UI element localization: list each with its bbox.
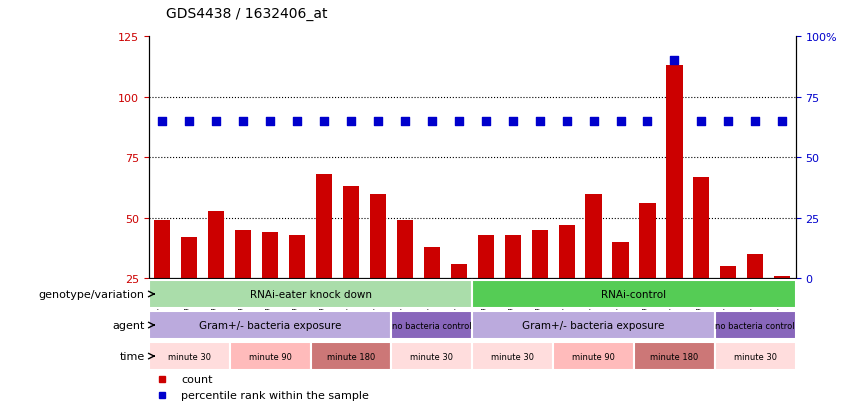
Point [694, 119, 708, 125]
Point [505, 119, 519, 125]
Point [344, 119, 358, 125]
Point [775, 119, 789, 125]
Bar [262, 233, 278, 339]
Text: percentile rank within the sample: percentile rank within the sample [181, 390, 369, 400]
Text: Gram+/- bacteria exposure: Gram+/- bacteria exposure [199, 320, 341, 330]
Point [264, 119, 277, 125]
Bar [639, 204, 655, 339]
Point [237, 119, 250, 125]
Bar [720, 267, 736, 339]
Point [156, 119, 169, 125]
Bar [391, 311, 472, 339]
Bar [553, 342, 634, 370]
Text: genotype/variation: genotype/variation [38, 289, 145, 299]
Bar [747, 254, 763, 339]
Bar [235, 230, 251, 339]
Point [722, 119, 735, 125]
Text: minute 90: minute 90 [248, 352, 292, 361]
Text: minute 30: minute 30 [168, 352, 211, 361]
Bar [149, 342, 230, 370]
Bar [149, 311, 391, 339]
Point [533, 119, 546, 125]
Bar [532, 230, 548, 339]
Text: RNAi-control: RNAi-control [602, 289, 666, 299]
Bar [343, 187, 359, 339]
Bar [505, 235, 521, 339]
Text: Gram+/- bacteria exposure: Gram+/- bacteria exposure [523, 320, 665, 330]
Point [641, 119, 654, 125]
Text: time: time [119, 351, 145, 361]
Point [560, 119, 574, 125]
Point [317, 119, 331, 125]
Bar [477, 235, 494, 339]
Text: count: count [181, 374, 213, 384]
Point [371, 119, 385, 125]
Point [290, 119, 304, 125]
Bar [230, 342, 311, 370]
Point [587, 119, 601, 125]
Text: agent: agent [112, 320, 145, 330]
Point [452, 119, 465, 125]
Point [479, 119, 493, 125]
Bar [181, 238, 197, 339]
Bar [585, 194, 602, 339]
Bar [149, 280, 472, 308]
Text: minute 30: minute 30 [734, 352, 777, 361]
Bar [311, 342, 391, 370]
Text: minute 90: minute 90 [572, 352, 615, 361]
Bar [397, 221, 413, 339]
Text: minute 30: minute 30 [410, 352, 454, 361]
Bar [154, 221, 170, 339]
Bar [451, 264, 467, 339]
Point [398, 119, 412, 125]
Bar [472, 280, 796, 308]
Point [667, 58, 681, 64]
Text: no bacteria control: no bacteria control [716, 321, 795, 330]
Point [182, 119, 196, 125]
Bar [316, 175, 332, 339]
Bar [558, 225, 574, 339]
Text: minute 180: minute 180 [650, 352, 699, 361]
Text: GDS4438 / 1632406_at: GDS4438 / 1632406_at [166, 7, 328, 21]
Bar [424, 247, 440, 339]
Text: no bacteria control: no bacteria control [392, 321, 471, 330]
Point [749, 119, 762, 125]
Text: minute 180: minute 180 [327, 352, 375, 361]
Bar [613, 242, 629, 339]
Bar [472, 342, 553, 370]
Point [209, 119, 223, 125]
Bar [289, 235, 306, 339]
Bar [715, 311, 796, 339]
Point [425, 119, 439, 125]
Bar [370, 194, 386, 339]
Bar [208, 211, 225, 339]
Bar [694, 177, 710, 339]
Bar [472, 311, 715, 339]
Text: RNAi-eater knock down: RNAi-eater knock down [249, 289, 372, 299]
Bar [391, 342, 472, 370]
Bar [715, 342, 796, 370]
Point [614, 119, 627, 125]
Text: minute 30: minute 30 [491, 352, 534, 361]
Bar [666, 66, 683, 339]
Bar [774, 276, 791, 339]
Bar [634, 342, 715, 370]
